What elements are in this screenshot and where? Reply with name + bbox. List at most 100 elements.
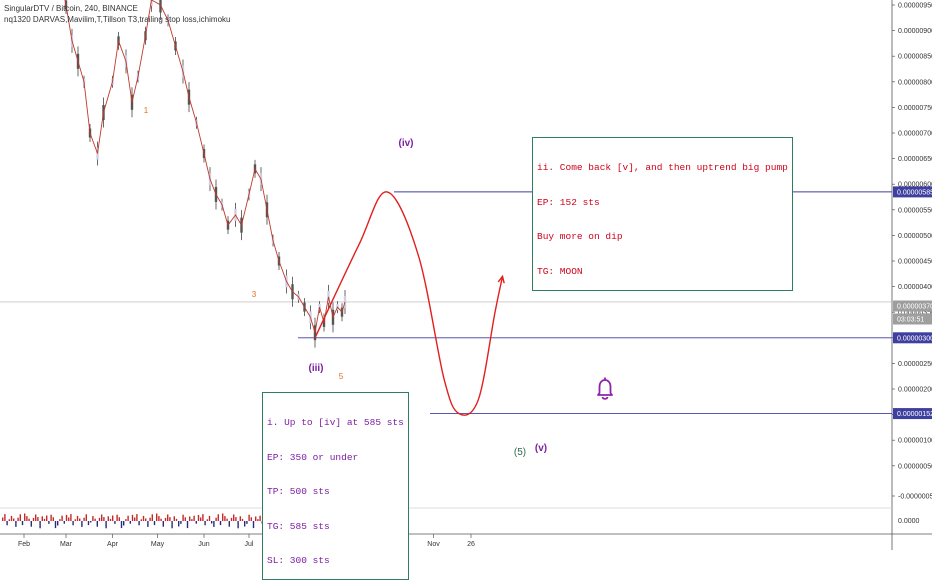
volume-bar [96,521,98,527]
volume-bar [48,521,50,524]
volume-bar [228,521,230,527]
chart-title: SingularDTV / Bitcoin, 240, BINANCE [4,4,138,13]
volume-bar [202,514,204,521]
volume-bar [129,521,131,524]
wave-label: 5 [339,372,344,381]
volume-bar [140,519,142,521]
volume-bar [193,515,195,521]
volume-bar [72,521,74,526]
volume-bar [76,515,79,521]
note-line: TG: 585 sts [267,520,330,532]
volume-bar [259,515,261,521]
volume-bar [197,514,200,521]
price-badge-bg [893,313,932,325]
price-candle-body [150,0,153,6]
volume-bar [74,519,76,521]
volume-bar [167,514,169,521]
price-badge: 0.00000370 [893,300,932,312]
volume-bar [19,514,21,521]
time-tick-label: May [151,541,165,548]
volume-bar [156,513,158,521]
volume-bar [103,517,105,521]
volume-bar [123,521,125,526]
volume-bar [195,521,197,524]
volume-bar [68,517,70,521]
volume-bar [149,517,151,521]
volume-bar [32,517,35,521]
volume-bar [65,514,68,521]
arrowhead-mark [497,274,505,284]
wave-label: (v) [535,443,547,454]
volume-bar [250,517,252,521]
volume-bar [189,516,191,521]
grid [0,0,932,550]
volume-bar [30,521,32,527]
volume-bar [6,521,8,526]
price-tick-label: 0.00000950 [898,3,932,10]
volume-bar [85,514,87,521]
price-badge-bg [893,186,932,198]
price-candle-body [343,295,347,308]
volume-bar [70,514,72,521]
note-line: TG: MOON [537,265,583,277]
volume-bar [61,515,63,521]
volume-bar [59,519,61,521]
price-candles [64,0,347,348]
note-line: ii. Come back [v], and then uptrend big … [537,162,788,173]
volume-bar [233,514,235,521]
time-tick-label: 26 [467,541,475,548]
projection-arrowhead [497,274,505,284]
volume-bar [171,521,173,529]
target-note[interactable]: ii. Come back [v], and then uptrend big … [532,137,793,291]
volume-bar [162,521,164,527]
volume-bar [160,518,162,521]
price-tick-label: 0.00000400 [898,284,932,291]
volume-bar [134,517,136,521]
volume-bar [230,517,233,521]
volume-bar [131,514,134,521]
volume-bar [39,521,41,529]
volume-bar [24,513,26,521]
price-axis[interactable]: 0.00000950 0.00000900 0.00000850 0.00000800… [892,3,932,526]
volume-bar [226,518,228,521]
entry-note[interactable]: i. Up to [iv] at 585 sts EP: 350 or unde… [262,392,409,580]
horizontal-lines[interactable] [0,191,892,415]
wave-label: 1 [144,106,149,115]
price-tick-label: 0.00000900 [898,28,932,35]
price-badge-label: 0.00000300 [897,335,932,342]
price-badge-label: 0.00000585 [897,189,932,196]
volume-bar [158,516,160,521]
volume-bar [206,519,208,521]
volume-bar [125,519,127,521]
volume-bar [248,514,250,521]
volume-bar [46,515,48,521]
price-tick-label: 0.00000500 [898,233,932,240]
volume-bar [8,519,10,521]
volume-bar [235,517,237,521]
volume-bar [191,519,193,521]
volume-bar [252,521,255,529]
volume-tick-label: 0.0000 [898,518,920,525]
volume-bar [208,515,211,521]
volume-bar [37,517,39,521]
wave-label: (iii) [309,363,324,374]
volume-bar [153,521,156,526]
volume-bar [52,517,54,521]
volume-bar [241,518,244,521]
price-tick-label: 0.00000050 [898,463,932,470]
volume-bar [79,518,81,521]
price-candle-body [159,0,162,13]
volume-bar [173,516,175,521]
price-badge-label: 03:03:51 [897,317,924,324]
projection-curve[interactable] [314,191,504,416]
volume-bar [94,518,96,521]
time-tick-label: Apr [107,541,119,548]
time-tick-label: Jun [198,541,209,548]
price-tick-label: 0.00000200 [898,387,932,394]
price-badge-bg [893,300,932,312]
price-badge-label: 0.00000370 [897,304,932,311]
volume-bar [83,517,85,521]
volume-bar [186,521,189,529]
wave-label: (5) [514,447,526,458]
volume-bar [224,516,226,521]
